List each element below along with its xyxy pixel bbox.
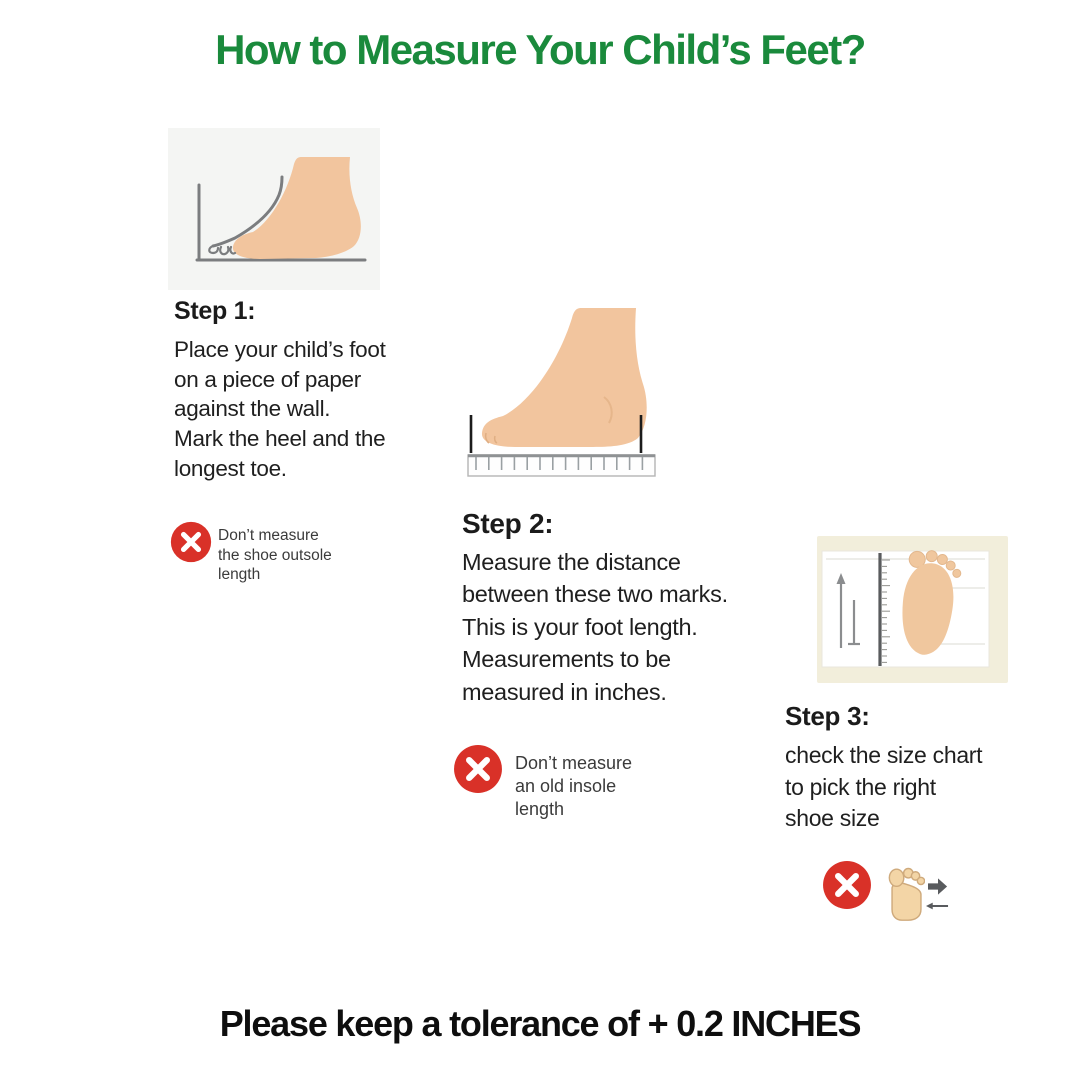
step2-paragraph: Measure the distance between these two m… — [462, 549, 728, 705]
ankle-shading — [603, 396, 613, 424]
foot-outline-trace — [211, 175, 284, 248]
step3-illustration — [817, 536, 1008, 688]
step1-heading: Step 1: — [174, 297, 256, 325]
ruler-ticks — [882, 559, 890, 663]
arrow-left-icon — [926, 897, 949, 915]
toe-creases — [484, 432, 498, 444]
toes-top-view-icon — [888, 866, 926, 927]
step1-warning-text: Don’t measure the shoe outsole length — [218, 527, 332, 583]
step3-warning — [822, 860, 872, 915]
x-circle-icon — [823, 861, 871, 909]
step3-paragraph: check the size chart to pick the right s… — [785, 742, 983, 832]
foot-over-ruler-illustration — [467, 308, 656, 477]
foot-side-shape — [481, 308, 647, 447]
step1-paragraph-1: Place your child’s foot on a piece of pa… — [174, 337, 386, 421]
step1-paragraph-2: Mark the heel and the longest toe. — [174, 426, 386, 481]
page-title: How to Measure Your Child’s Feet? — [215, 26, 866, 73]
step2-illustration — [455, 302, 665, 487]
step2-warning: Don’t measure an old insole length — [453, 744, 632, 821]
foot-side-shape — [232, 157, 361, 259]
foot-against-wall-illustration — [195, 157, 367, 262]
x-circle-icon — [454, 745, 502, 793]
ruler — [467, 454, 656, 477]
x-circle-icon — [170, 521, 212, 563]
step2-heading: Step 2: — [462, 508, 554, 539]
tolerance-note: Please keep a tolerance of + 0.2 INCHES — [219, 1003, 862, 1044]
measure-arrows — [836, 573, 860, 648]
traced-toes — [208, 244, 237, 256]
step1-illustration-panel — [168, 128, 380, 290]
arrow-right-icon — [928, 877, 948, 901]
step3-heading: Step 3: — [785, 701, 870, 731]
step2-warning-text: Don’t measure an old insole length — [515, 753, 633, 819]
footprint-size-chart-illustration — [817, 536, 1008, 683]
baby-footprint — [902, 550, 962, 655]
step1-warning: Don’t measure the shoe outsole length — [170, 521, 332, 585]
